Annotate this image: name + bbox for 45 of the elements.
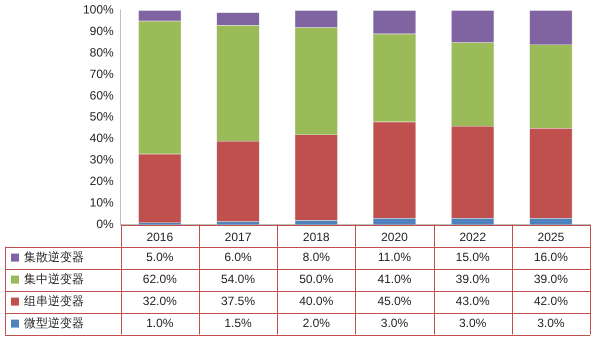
data-label: 3.0% [380, 316, 408, 330]
y-tick-label: 30% [90, 152, 114, 167]
data-label: 54.0% [221, 272, 256, 286]
legend-label: 组串逆变器 [24, 294, 84, 308]
y-tick-label: 80% [90, 45, 114, 60]
data-label: 8.0% [302, 250, 330, 264]
data-label: 3.0% [537, 316, 565, 330]
x-tick-label: 2025 [538, 230, 565, 244]
y-tick-label: 40% [90, 131, 114, 146]
y-tick-label: 100% [82, 2, 114, 17]
legend-label: 集散逆变器 [24, 250, 84, 264]
x-tick-label: 2016 [146, 230, 174, 244]
data-label: 5.0% [146, 250, 174, 264]
y-tick-label: 90% [90, 24, 114, 38]
x-tick-label: 2017 [224, 230, 252, 244]
data-label: 43.0% [456, 294, 490, 308]
y-tick-label: 60% [90, 88, 114, 102]
data-label: 39.0% [456, 272, 490, 286]
data-label: 2.0% [302, 316, 330, 330]
data-label: 11.0% [378, 250, 412, 264]
legend-label: 集中逆变器 [24, 272, 84, 286]
data-label: 41.0% [377, 272, 412, 286]
data-label: 42.0% [534, 294, 568, 308]
y-tick-label: 10% [90, 195, 114, 210]
data-label: 39.0% [534, 272, 568, 286]
data-label: 37.5% [221, 294, 256, 308]
y-tick-label: 50% [90, 110, 114, 124]
x-tick-label: 2022 [459, 230, 486, 244]
data-label: 16.0% [534, 250, 568, 264]
data-label: 15.0% [456, 250, 490, 264]
data-label: 50.0% [299, 272, 334, 286]
legend-label: 微型逆变器 [24, 316, 84, 330]
y-tick-label: 70% [90, 66, 114, 81]
data-label: 40.0% [299, 294, 334, 308]
y-tick-label: 0% [96, 216, 114, 231]
data-label: 3.0% [458, 316, 487, 330]
x-tick-label: 2018 [302, 230, 330, 244]
data-label: 1.0% [146, 316, 174, 330]
data-label: 1.5% [224, 316, 252, 330]
data-label: 45.0% [377, 294, 412, 308]
data-label: 62.0% [142, 272, 178, 286]
data-label: 6.0% [224, 250, 252, 264]
data-label: 32.0% [142, 294, 178, 308]
y-tick-label: 20% [90, 174, 114, 188]
x-tick-label: 2020 [381, 230, 408, 244]
